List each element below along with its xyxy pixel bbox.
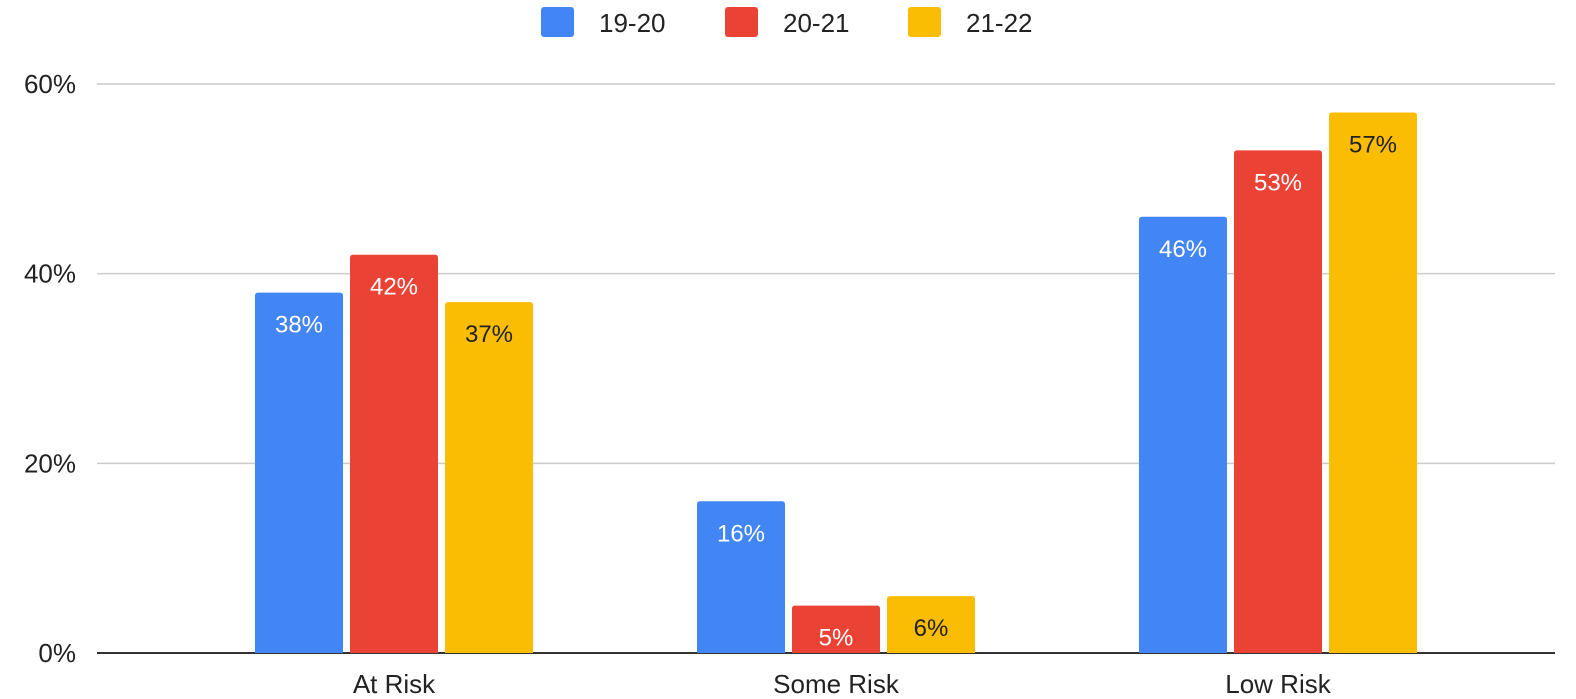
x-axis: At Risk Some Risk Low Risk [353,669,1332,699]
legend-label: 19-20 [599,8,666,38]
y-axis: 0% 20% 40% 60% [24,69,1555,668]
bar-19-20-at-risk [255,292,343,653]
bars: 38% 42% 37% 16% 5% 6% 46% 53% 57% [255,112,1417,653]
bar-20-21-at-risk [350,254,438,653]
y-tick-label: 40% [24,259,76,289]
data-label: 37% [465,321,513,348]
data-label: 5% [819,625,854,652]
bar-20-21-low-risk [1234,150,1322,653]
legend-label: 20-21 [783,8,850,38]
legend-item-20-21: 20-21 [725,7,850,38]
legend-swatch [725,7,758,37]
bar-21-22-at-risk [445,302,533,653]
legend: 19-20 20-21 21-22 [541,7,1033,38]
bar-21-22-some-risk [887,596,975,653]
bar-21-22-low-risk [1329,112,1417,653]
legend-item-21-22: 21-22 [908,7,1033,38]
legend-label: 21-22 [966,8,1033,38]
y-tick-label: 60% [24,69,76,99]
data-label: 53% [1254,169,1302,196]
legend-item-19-20: 19-20 [541,7,666,38]
data-label: 57% [1349,131,1397,158]
data-label: 6% [914,615,949,642]
bar-19-20-low-risk [1139,216,1227,653]
legend-swatch [908,7,941,37]
y-tick-label: 0% [38,638,76,668]
bar-20-21-some-risk [792,605,880,653]
x-tick-label: Low Risk [1225,669,1331,699]
y-tick-label: 20% [24,448,76,478]
data-label: 42% [370,274,418,301]
legend-swatch [541,7,574,37]
bar-19-20-some-risk [697,501,785,653]
x-tick-label: At Risk [353,669,436,699]
x-tick-label: Some Risk [773,669,900,699]
data-label: 38% [275,312,323,339]
data-label: 46% [1159,236,1207,263]
data-label: 16% [717,520,765,547]
